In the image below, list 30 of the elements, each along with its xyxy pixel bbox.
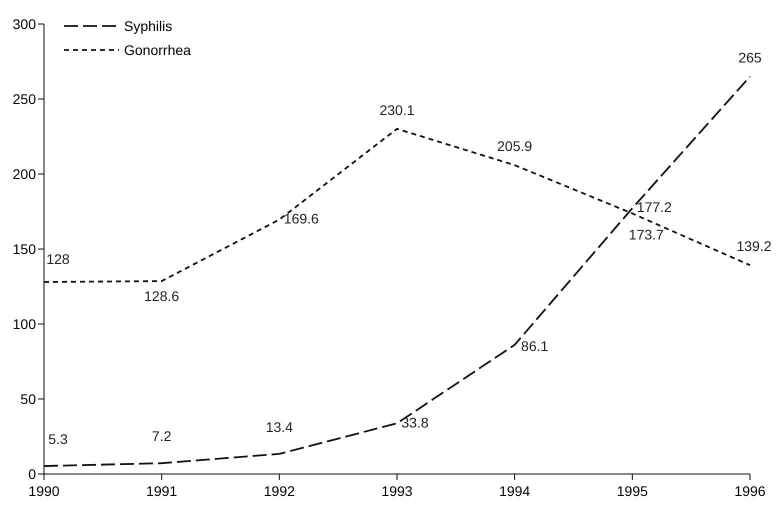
x-tick-label: 1990 (28, 483, 60, 499)
data-label: 13.4 (266, 418, 294, 435)
y-tick-label: 100 (12, 316, 36, 332)
data-label: 205.9 (497, 138, 532, 154)
legend-label: Syphilis (124, 18, 172, 34)
data-label: 230.1 (379, 102, 415, 118)
data-label: 7.2 (152, 428, 172, 444)
data-label: 265 (738, 50, 762, 66)
y-tick-label: 250 (12, 91, 36, 107)
data-label: 173.7 (628, 226, 664, 242)
x-tick-label: 1993 (381, 483, 413, 499)
data-label: 169.6 (284, 210, 320, 227)
data-label: 5.3 (48, 431, 68, 448)
y-tick-label: 0 (28, 466, 36, 482)
data-label: 177.2 (636, 199, 672, 216)
x-tick-label: 1995 (616, 483, 648, 499)
y-tick-label: 50 (20, 391, 36, 407)
data-label: 139.2 (736, 238, 772, 254)
y-tick-label: 150 (12, 241, 36, 257)
y-tick-label: 300 (12, 16, 36, 32)
legend-label: Gonorrhea (124, 42, 192, 58)
x-tick-label: 1991 (146, 483, 178, 499)
data-label: 86.1 (521, 338, 549, 354)
data-label: 128 (46, 251, 70, 267)
x-tick-label: 1992 (264, 483, 296, 499)
y-tick-label: 200 (12, 166, 36, 182)
data-label: 128.6 (144, 288, 180, 304)
x-tick-label: 1996 (734, 483, 766, 499)
x-tick-label: 1994 (499, 483, 530, 499)
data-label: 33.8 (401, 414, 429, 430)
